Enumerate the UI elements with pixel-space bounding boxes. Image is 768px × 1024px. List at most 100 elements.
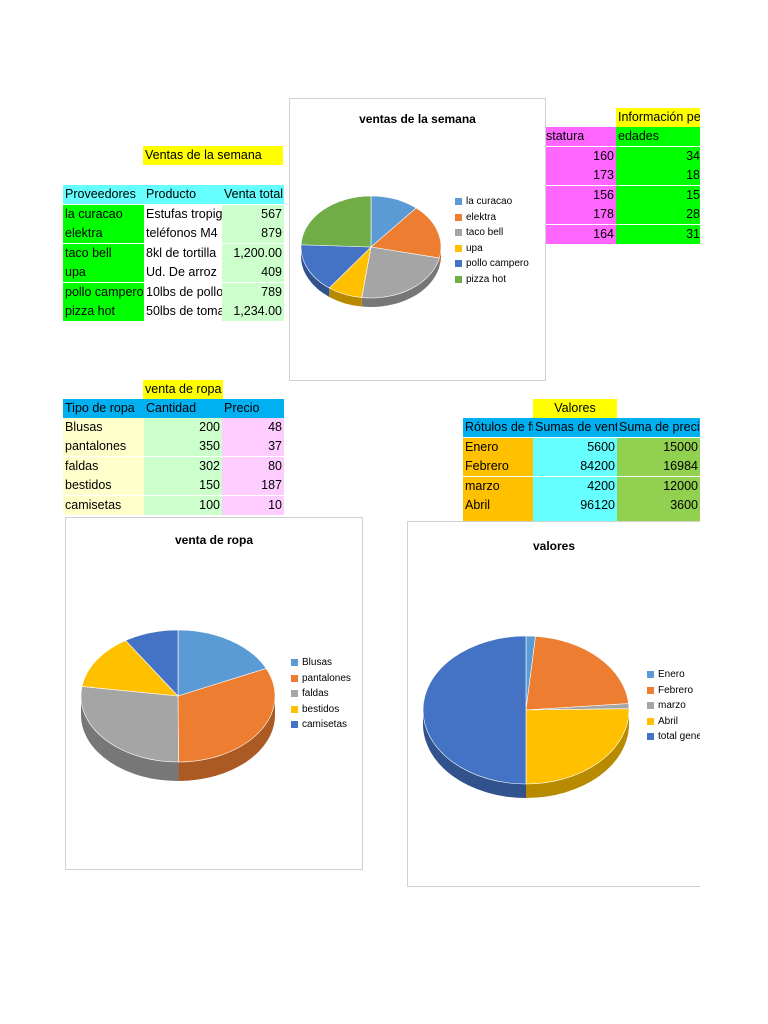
table-row-hidden-strip — [463, 515, 533, 521]
pie-slice-side — [301, 247, 330, 297]
table-info-header-estatura: statura — [546, 127, 616, 146]
table-row-mes: Febrero — [463, 457, 533, 476]
pie-slice-faldas[interactable] — [80, 686, 179, 763]
legend-swatch — [455, 229, 462, 237]
table-row-tipo: faldas — [63, 457, 144, 476]
legend-item: Blusas — [291, 655, 351, 671]
pie-slice-bestidos[interactable] — [81, 640, 179, 697]
table-row-edad: 34 — [616, 147, 700, 166]
legend-swatch — [455, 244, 462, 252]
pie-chart — [300, 195, 442, 307]
legend-item: la curacao — [455, 194, 529, 210]
table-row-mes: marzo — [463, 477, 533, 496]
legend-swatch — [455, 198, 462, 206]
pie-slice-total-gene[interactable] — [422, 635, 527, 785]
table-row-venta: 409 — [222, 263, 284, 282]
table-row-producto: Estufas tropig — [146, 207, 222, 221]
legend-swatch — [291, 705, 298, 713]
legend-swatch — [647, 733, 654, 741]
pie-slice-pantalones[interactable] — [177, 668, 276, 763]
table-ropa-header-precio: Precio — [222, 399, 284, 418]
legend-label: Febrero — [658, 684, 694, 696]
table-row-venta: 1,234.00 — [222, 302, 284, 321]
table-row-cantidad: 150 — [144, 476, 222, 495]
pie-slice-blusas[interactable] — [177, 629, 267, 697]
table-info-header-edades: edades — [616, 127, 700, 146]
table-row-hidden-strip — [617, 515, 700, 521]
chart-valores[interactable]: valores Enero Febrero marzo Abril total gene — [407, 521, 700, 887]
legend-item: pantalones — [291, 671, 351, 687]
table-row-estatura: 160 — [546, 147, 616, 166]
legend-item: taco bell — [455, 225, 529, 241]
pie-slice-side — [423, 710, 526, 798]
legend-label: pollo campero — [466, 258, 529, 270]
legend-item: Febrero — [647, 683, 700, 699]
pie-slice-febrero[interactable] — [525, 635, 629, 711]
table-row-estatura: 178 — [546, 205, 616, 224]
table-row-precio: 80 — [222, 457, 284, 476]
pie-slice-taco-bell[interactable] — [361, 246, 440, 299]
table-row-precio: 48 — [222, 418, 284, 437]
table-row-cantidad: 350 — [144, 437, 222, 456]
table-valores-header-sumas: Sumas de vent — [533, 418, 617, 437]
legend-label: Blusas — [302, 657, 333, 669]
table-valores-title: Valores — [533, 399, 617, 418]
table-row-proveedor: pollo campero — [63, 283, 144, 302]
legend-swatch — [647, 702, 654, 710]
pie-slice-pollo-campero[interactable] — [300, 244, 372, 289]
pie-chart — [422, 635, 630, 798]
legend-swatch — [291, 659, 298, 667]
chart-legend: la curacao elektra taco bell upa pollo campe… — [455, 194, 529, 287]
legend-item: bestidos — [291, 702, 351, 718]
legend-item: upa — [455, 241, 529, 257]
chart-ventas-semana[interactable]: ventas de la semana la curacao elektra tac… — [289, 98, 546, 381]
table-row-venta: 1,200.00 — [222, 244, 284, 263]
table-ropa-header-tipo: Tipo de ropa — [63, 399, 144, 418]
table-row-tipo: camisetas — [63, 496, 144, 515]
pie-slice-elektra[interactable] — [370, 207, 442, 259]
legend-item: elektra — [455, 210, 529, 226]
table-semana-header-proveedores: Proveedores — [63, 185, 144, 204]
table-row-producto: teléfonos M4 — [146, 226, 218, 240]
legend-label: taco bell — [466, 227, 504, 239]
pie-slice-side — [361, 258, 440, 307]
legend-label: upa — [466, 242, 483, 254]
table-row-producto: 10lbs de pollo — [146, 285, 222, 299]
pie-slice-abril[interactable] — [525, 708, 630, 785]
pie-slice-side — [178, 696, 275, 781]
legend-label: total gene — [658, 731, 700, 743]
table-row-proveedor: pizza hot — [63, 302, 144, 321]
legend-item: marzo — [647, 698, 700, 714]
table-row-edad: 15 — [616, 186, 700, 205]
table-row-proveedor: taco bell — [63, 244, 144, 263]
table-row-precio: 3600 — [617, 496, 700, 515]
legend-label: camisetas — [302, 719, 348, 731]
table-row-precio: 187 — [222, 476, 284, 495]
table-semana-title: Ventas de la semana — [143, 146, 283, 165]
table-row-sumas: 84200 — [533, 457, 617, 476]
pie-chart — [80, 629, 276, 781]
chart-title: ventas de la semana — [359, 112, 476, 126]
table-row-estatura: 156 — [546, 186, 616, 205]
pie-slice-pizza-hot[interactable] — [300, 195, 372, 248]
chart-legend: Enero Febrero marzo Abril total gene — [647, 667, 700, 745]
legend-swatch — [291, 690, 298, 698]
table-row-cantidad: 302 — [144, 457, 222, 476]
table-row-producto: 8kl de tortilla — [146, 246, 217, 260]
table-row-edad: 31 — [616, 225, 700, 244]
table-row-sumas: 4200 — [533, 477, 617, 496]
table-row-estatura: 173 — [546, 166, 616, 185]
table-info-title: Información pe — [616, 108, 700, 127]
legend-item: total gene — [647, 729, 700, 745]
table-ropa-title: venta de ropa — [143, 380, 223, 399]
table-valores-header-precio: Suma de preci — [617, 418, 700, 437]
table-semana-header-venta: Venta total — [222, 185, 284, 204]
pie-slice-camisetas[interactable] — [125, 629, 179, 697]
pie-slice-side — [526, 710, 629, 798]
legend-swatch — [291, 721, 298, 729]
legend-label: Enero — [658, 669, 685, 681]
legend-label: pizza hot — [466, 273, 507, 285]
legend-item: camisetas — [291, 717, 351, 733]
chart-venta-ropa[interactable]: venta de ropa Blusas pantalones faldas best… — [65, 517, 363, 870]
legend-swatch — [647, 686, 654, 694]
